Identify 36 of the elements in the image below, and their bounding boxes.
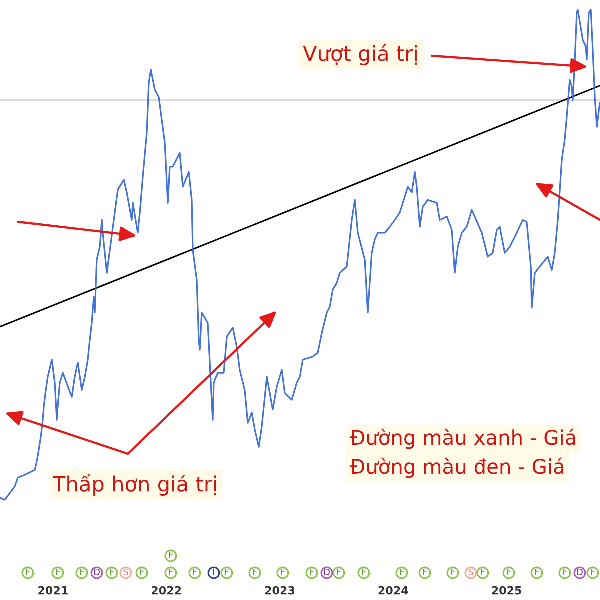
text: F: [481, 568, 486, 576]
annotation: Đường màu đen - Giá: [350, 458, 564, 478]
text: D: [577, 568, 583, 576]
text: F: [507, 568, 512, 576]
text: F: [225, 568, 230, 576]
text: F: [169, 568, 174, 576]
text: F: [563, 568, 568, 576]
text: F: [26, 568, 30, 576]
text: S: [124, 568, 128, 576]
text: F: [56, 568, 60, 576]
annotation: Thấp hơn giá trị: [52, 474, 216, 496]
annotation: Vượt giá trị: [303, 44, 417, 66]
text: F: [310, 568, 314, 576]
text: F: [362, 568, 366, 576]
text: D: [94, 568, 100, 576]
text: F: [169, 552, 174, 558]
x-tick-label: 2021: [38, 586, 68, 595]
text: F: [423, 568, 428, 576]
text: F: [253, 568, 258, 576]
text: F: [110, 568, 114, 576]
text: F: [535, 568, 540, 576]
text: S: [468, 568, 474, 576]
x-tick-label: 2025: [492, 586, 522, 595]
x-tick-label: 2023: [265, 586, 295, 595]
text: F: [281, 568, 286, 576]
x-tick-label: 2022: [152, 586, 182, 595]
text: F: [451, 568, 456, 576]
x-tick-label: 2024: [378, 586, 408, 595]
text: F: [140, 568, 144, 576]
text: F: [400, 568, 404, 576]
text: F: [591, 568, 596, 576]
annotation: Đường màu xanh - Giá: [350, 428, 576, 450]
text: F: [337, 568, 342, 576]
text: F: [193, 568, 198, 576]
text: F: [80, 568, 84, 576]
text: D: [324, 568, 330, 576]
